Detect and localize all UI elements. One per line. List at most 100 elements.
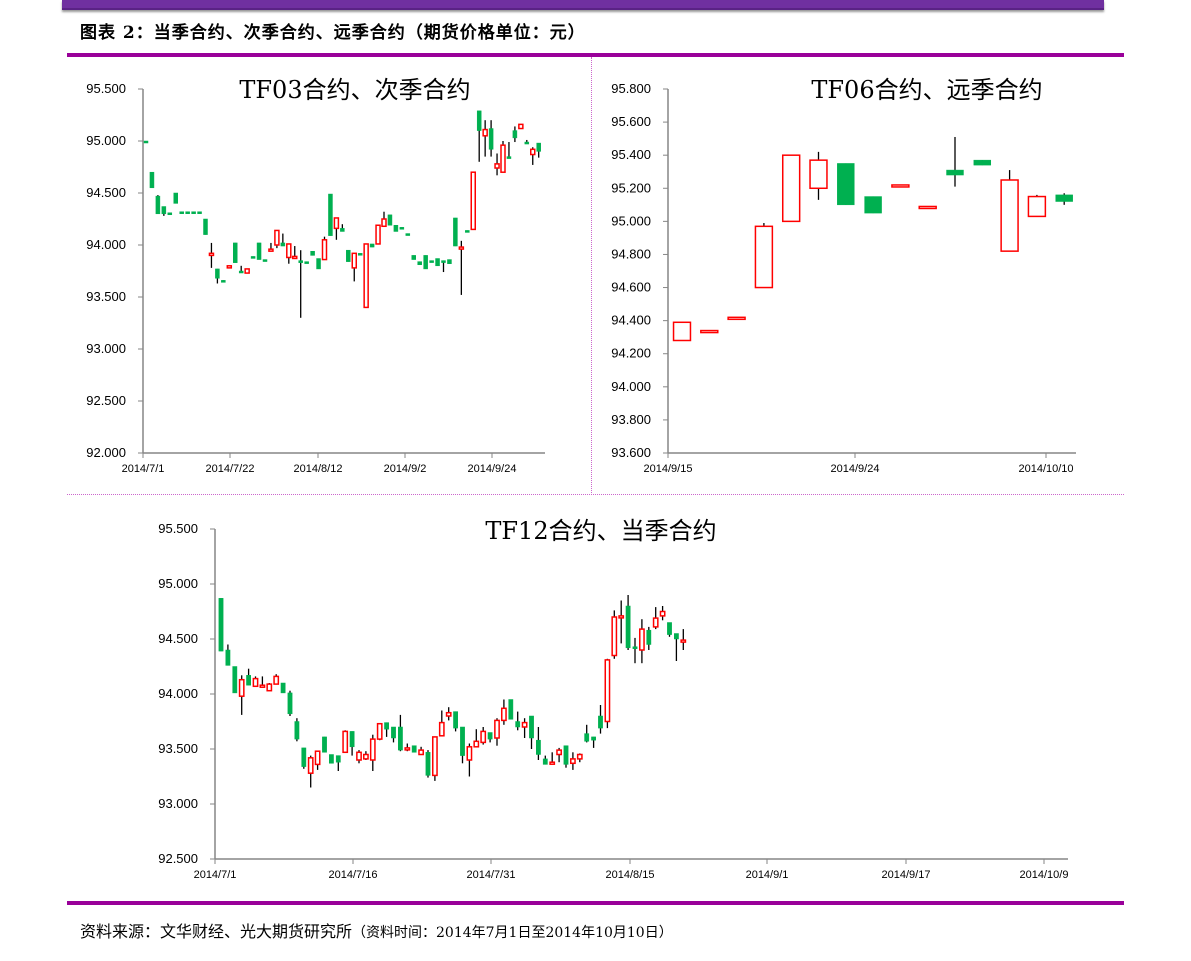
chart-title: TF06合约、远季合约: [811, 76, 1042, 104]
candle-down: [232, 666, 238, 694]
candle-down: [973, 159, 992, 166]
y-tick-label: 93.800: [611, 412, 651, 427]
candle-down: [191, 211, 196, 214]
candle-down: [357, 253, 363, 256]
candle-up: [518, 123, 524, 130]
candle-up: [611, 616, 618, 657]
candle-down: [225, 649, 231, 666]
candle-down: [197, 211, 202, 214]
candle-up: [238, 678, 245, 697]
candle-down: [393, 224, 399, 232]
candle-down: [391, 726, 396, 739]
top-banner-bar: [62, 0, 1104, 10]
candle-down: [1055, 194, 1073, 202]
candle-up: [351, 252, 357, 269]
candle-up: [576, 753, 583, 760]
candle-down: [646, 629, 652, 645]
x-tick-label: 2014/7/22: [206, 463, 255, 475]
candle-down: [515, 721, 521, 728]
figure-title: 图表 2：当季合约、次季合约、远季合约（期货价格单位：元）: [80, 23, 586, 43]
x-tick-label: 2014/7/1: [122, 463, 165, 475]
candle-down: [346, 249, 351, 262]
x-tick-label: 2014/8/12: [294, 463, 343, 475]
candle-up: [274, 229, 280, 246]
candle-down: [441, 260, 446, 263]
candle-down: [329, 754, 334, 764]
chart-tf03: 92.000 92.500 93.000 93.500 94.000 94.500 95.0…: [86, 76, 545, 475]
candle-up: [680, 639, 687, 643]
candle-up: [307, 757, 314, 774]
candle-down: [453, 711, 458, 729]
candle-up: [470, 171, 476, 231]
candle-up: [482, 128, 488, 137]
candle-up: [466, 746, 473, 761]
y-tick-label: 94.400: [611, 313, 651, 328]
candle-down: [946, 169, 964, 176]
candle-up: [556, 749, 562, 756]
candle-down: [524, 141, 530, 145]
x-tick-label: 2014/9/15: [644, 463, 693, 475]
candle-up: [268, 248, 274, 252]
source-note: 资料来源：文华财经、光大期货研究所（资料时间：2014年7月1日至2014年10…: [80, 918, 673, 942]
candle-down: [143, 140, 149, 144]
candle-up: [369, 738, 376, 761]
candle-up: [404, 747, 411, 751]
candle-down: [316, 258, 321, 270]
candle-down: [476, 110, 482, 131]
y-tick-label: 93.600: [611, 445, 651, 460]
candle-down: [429, 260, 434, 263]
y-tick-label: 94.500: [86, 185, 126, 200]
y-tick-label: 95.500: [158, 521, 198, 536]
y-tick-label: 93.500: [158, 741, 198, 756]
candle-up: [273, 675, 280, 685]
candle-up: [356, 751, 362, 761]
x-tick-label: 2014/9/24: [831, 463, 880, 475]
x-tick-label: 2014/7/16: [329, 869, 378, 881]
candle-down: [405, 233, 411, 236]
candle-down: [542, 758, 548, 765]
candle-down: [294, 721, 300, 740]
candle-down: [417, 261, 422, 266]
y-tick-label: 95.500: [86, 81, 126, 96]
y-tick-label: 95.000: [86, 133, 126, 148]
y-tick-label: 94.000: [158, 686, 198, 701]
candle-up: [208, 252, 215, 257]
candle-up: [494, 163, 500, 169]
candle-up: [381, 218, 387, 228]
y-tick-label: 92.500: [86, 393, 126, 408]
y-tick-label: 92.500: [158, 851, 198, 866]
candle-down: [340, 228, 345, 232]
candle-down: [167, 212, 173, 216]
candle-up: [604, 659, 611, 723]
y-tick-label: 95.800: [611, 81, 651, 96]
candle-up: [809, 159, 828, 190]
candle-down: [280, 242, 286, 247]
candle-down: [328, 193, 333, 236]
candle-up: [700, 329, 719, 334]
candle-up: [333, 217, 340, 230]
x-tick-label: 2014/10/10: [1018, 463, 1073, 475]
candle-up: [891, 184, 910, 188]
candle-down: [591, 736, 596, 741]
candle-down: [447, 259, 452, 264]
x-tick-label: 2014/9/17: [882, 869, 931, 881]
candle-down: [310, 250, 315, 256]
candle-up: [1027, 195, 1047, 218]
candle-down: [512, 130, 518, 139]
candle-up: [570, 758, 576, 765]
candle-up: [754, 225, 774, 289]
horizontal-divider: [67, 494, 1124, 495]
candle-up: [480, 730, 487, 744]
candle-down: [246, 675, 251, 686]
candle-down: [349, 731, 355, 748]
candle-up: [226, 265, 233, 269]
candle-down: [262, 259, 268, 262]
candle-down: [238, 270, 244, 274]
candle-down: [487, 732, 493, 740]
candle-down: [250, 256, 256, 259]
candle-down: [185, 211, 190, 214]
y-tick-label: 94.500: [158, 631, 198, 646]
candle-down: [287, 692, 293, 715]
candle-down: [398, 726, 403, 751]
candle-down: [435, 258, 440, 267]
